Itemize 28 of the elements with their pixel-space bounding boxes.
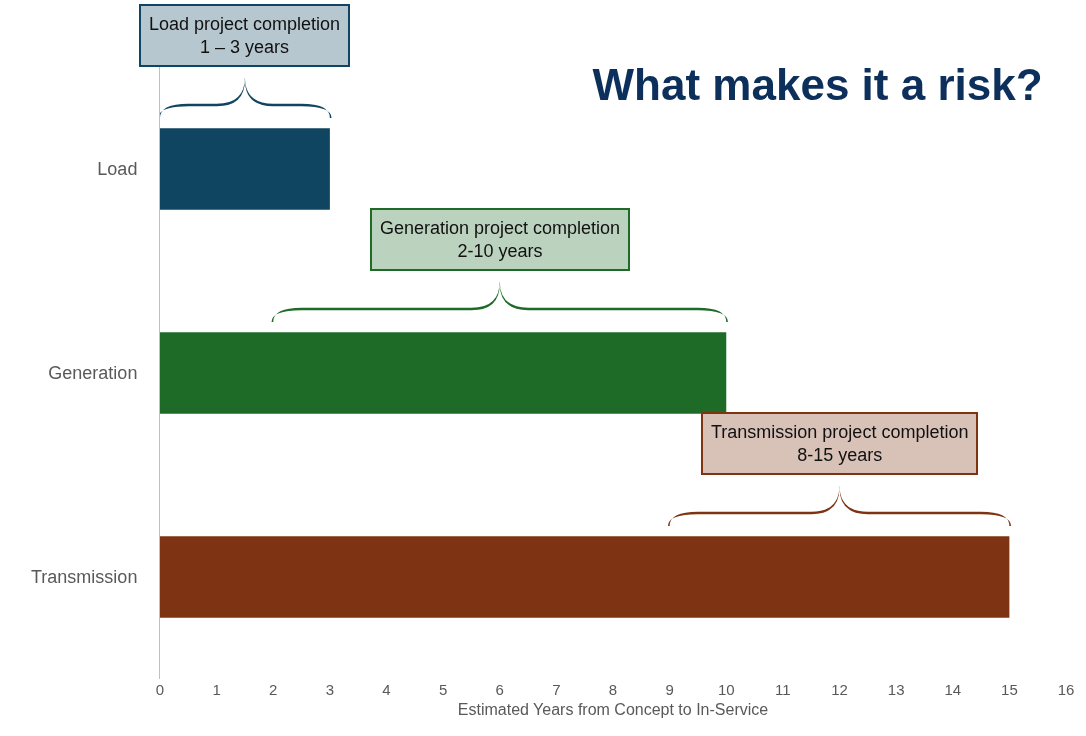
y-tick-label: Transmission	[31, 567, 138, 588]
x-tick-label: 14	[944, 681, 962, 698]
annotation: Transmission project completion 8-15 years	[711, 422, 969, 466]
x-tick-label: 13	[887, 681, 905, 698]
x-tick-label: 11	[775, 681, 791, 698]
annotation: Generation project completion 2-10 years	[380, 218, 621, 262]
x-tick-label: 16	[1057, 681, 1075, 698]
x-tick-label: 9	[665, 681, 674, 698]
y-tick-label: Load	[97, 159, 138, 180]
x-tick-label: 6	[495, 681, 504, 698]
x-tick-label: 8	[608, 681, 618, 698]
x-tick-label: 0	[155, 681, 165, 698]
x-tick-label: 10	[717, 681, 735, 698]
bar	[160, 128, 330, 210]
x-tick-label: 7	[552, 681, 561, 698]
x-tick-label: 1	[212, 681, 221, 698]
bar	[160, 536, 1010, 618]
y-tick-label: Generation	[48, 363, 138, 384]
x-tick-label: 5	[438, 681, 448, 698]
x-tick-label: 4	[382, 681, 391, 698]
chart-title: What makes it a risk?	[592, 60, 1043, 110]
x-tick-label: 12	[831, 681, 848, 698]
x-tick-label: 2	[269, 681, 278, 698]
x-axis-title: Estimated Years from Concept to In-Service	[457, 700, 769, 718]
x-tick-label: 3	[325, 681, 335, 698]
x-tick-label: 15	[1001, 681, 1018, 698]
bar	[160, 332, 727, 414]
text: Load project completion 1 – 3 years	[149, 14, 341, 58]
